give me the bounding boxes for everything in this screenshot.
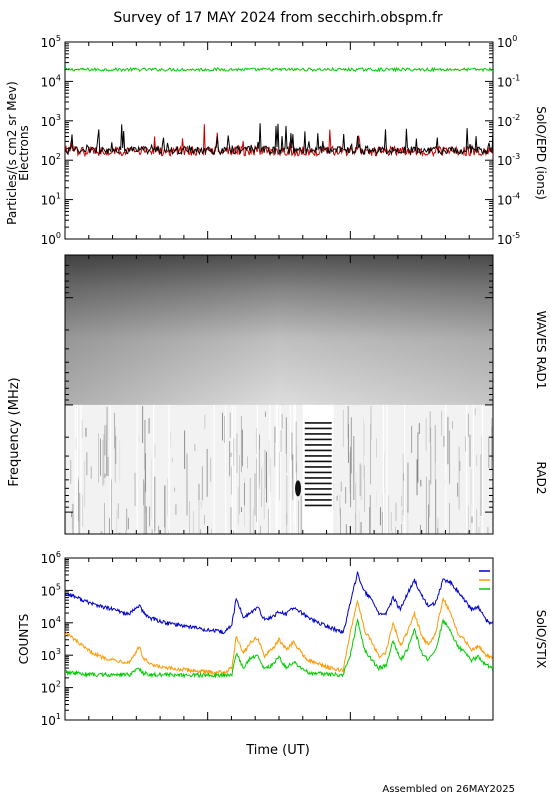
stix-series-line [65,596,493,676]
epd-x-ticks [64,42,494,239]
waves-rad2-streaks [65,404,493,534]
assembled-footer: Assembled on 26MAY2025 [382,784,515,795]
epd-ylabel-electrons: Electrons [17,125,31,180]
waves-rad2-label: RAD2 [534,462,548,495]
epd-y2-tick-label: 10-3 [497,152,520,168]
waves-rad1-fade [65,255,493,425]
epd-y-tick-label: 101 [41,192,61,208]
stix-y-tick-label: 101 [41,712,61,728]
stix-y-tick-label: 104 [41,615,61,631]
rad2-background [65,404,493,534]
waves-y-axis [65,254,493,513]
stix-series-line [65,571,493,635]
stix-series-line [65,617,493,679]
stix-right-label: SolO/STIX [534,610,548,669]
epd-y2-tick-label: 10-1 [497,73,520,89]
stix-legend [479,570,490,590]
epd-series-line [65,66,493,73]
rad2-gap-band [302,404,334,534]
epd-y-tick-label: 102 [41,152,61,168]
epd-y2-tick-label: 10-2 [497,113,520,129]
epd-y-tick-label: 105 [41,34,61,50]
stix-panel: 101 102 103 104 105 106 COUNTS SolO/STIX Time… [17,550,548,758]
stix-series-group [65,571,493,679]
waves-ylabel: Frequency (MHz) [7,377,22,486]
epd-y2-tick-label: 10-4 [497,192,520,208]
stix-y-axis: 101 102 103 104 105 106 [41,550,73,728]
epd-y-axis: 100 101 102 103 104 105 [41,34,73,247]
epd-y-tick-label: 103 [41,113,61,129]
epd-right-label: SolO/EPD (ions) [534,106,548,200]
epd-y2-axis: 10-5 10-4 10-3 10-2 10-1 100 [485,34,520,247]
waves-x-ticks [64,255,494,534]
epd-series-line [65,123,493,156]
stix-y-tick-label: 106 [41,550,61,566]
stix-ylabel: COUNTS [17,614,31,665]
stix-y-tick-label: 102 [41,680,61,696]
epd-ylabel: Particles/(s cm2 sr Mev) [5,81,19,225]
figure-title: Survey of 17 MAY 2024 from secchirh.obsp… [113,10,443,26]
waves-panel: Frequency (MHz) WAVES RAD1 RAD2 [7,254,548,535]
rad2-blob [295,480,302,497]
x-axis-title: Time (UT) [245,743,310,758]
stix-y-tick-label: 103 [41,647,61,663]
stix-x-axis [64,558,494,720]
epd-y-tick-label: 100 [41,231,61,247]
stix-y-tick-label: 105 [41,582,61,598]
epd-y2-tick-label: 10-5 [497,231,520,247]
waves-rad1-label: WAVES RAD1 [534,311,548,390]
epd-series-group [65,66,493,158]
epd-y2-tick-label: 100 [497,34,517,50]
epd-y-tick-label: 104 [41,73,61,89]
